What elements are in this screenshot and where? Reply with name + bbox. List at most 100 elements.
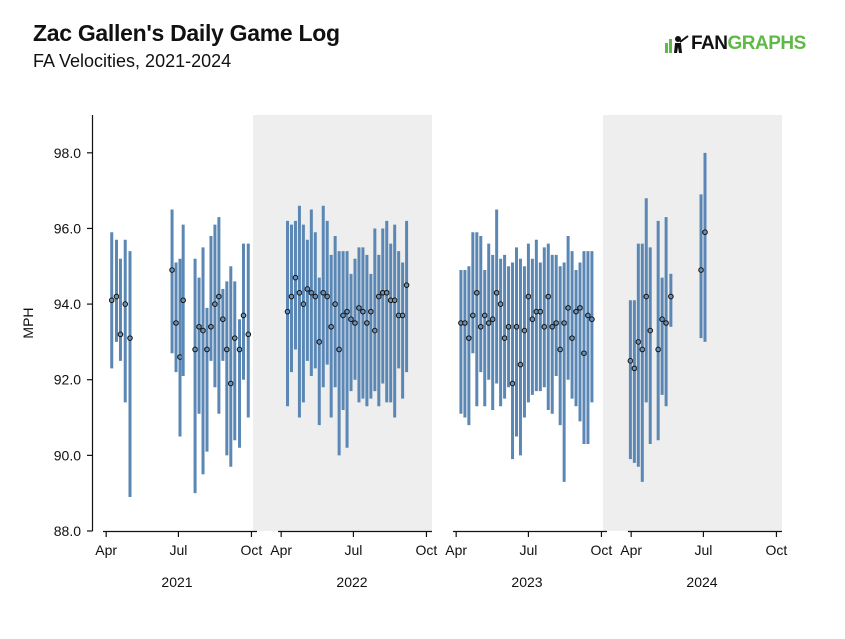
average-velocity-point (332, 301, 338, 307)
average-velocity-point (497, 301, 504, 307)
average-velocity-point (236, 346, 243, 353)
y-tick-label: 88.0 (54, 523, 81, 539)
x-tick-label: Oct (416, 542, 438, 558)
x-tick-label: Jul (694, 542, 712, 558)
average-velocity-point (228, 380, 234, 387)
fangraphs-logo: FAN GRAPHS (665, 33, 806, 55)
x-tick-label: Oct (766, 542, 788, 558)
x-tick-label: Jul (169, 542, 187, 558)
average-velocity-point (573, 308, 579, 315)
average-velocity-point (204, 346, 210, 353)
average-velocity-point (521, 327, 528, 334)
average-velocity-point (462, 320, 468, 326)
y-tick-label: 98.0 (54, 145, 81, 161)
average-velocity-point (312, 293, 319, 300)
average-velocity-point (231, 335, 238, 341)
average-velocity-point (192, 346, 198, 353)
average-velocity-point (485, 320, 492, 326)
average-velocity-point (200, 327, 206, 334)
average-velocity-point (655, 346, 661, 353)
average-velocity-point (585, 312, 591, 319)
average-velocity-point (316, 339, 323, 345)
average-velocity-point (565, 305, 571, 311)
x-tick-label: Jul (519, 542, 537, 558)
average-velocity-point (320, 289, 327, 296)
average-velocity-point (352, 320, 358, 326)
average-velocity-point (501, 335, 508, 341)
average-velocity-point (509, 380, 516, 387)
average-velocity-point (477, 323, 484, 330)
x-tick-label: Apr (270, 542, 292, 558)
average-velocity-point (300, 301, 307, 307)
average-velocity-point (360, 308, 366, 315)
batter-icon (665, 35, 689, 53)
average-velocity-point (529, 316, 536, 323)
average-velocity-point (173, 320, 179, 326)
y-tick-label: 92.0 (54, 372, 81, 388)
average-velocity-point (399, 312, 406, 319)
average-velocity-point (470, 312, 476, 319)
average-velocity-point (481, 312, 488, 319)
average-velocity-point (372, 327, 378, 334)
y-tick-label: 90.0 (54, 447, 81, 463)
average-velocity-point (403, 282, 410, 288)
average-velocity-point (589, 316, 595, 323)
average-velocity-point (466, 335, 472, 341)
average-velocity-point (577, 305, 583, 311)
average-velocity-point (340, 312, 346, 319)
average-velocity-point (245, 331, 252, 338)
average-velocity-point (348, 316, 354, 323)
average-velocity-point (474, 289, 480, 296)
average-velocity-point (177, 354, 183, 360)
average-velocity-point (698, 267, 704, 273)
average-velocity-point (643, 293, 650, 300)
average-velocity-point (296, 289, 303, 296)
average-velocity-point (391, 297, 398, 304)
average-velocity-point (292, 274, 299, 281)
average-velocity-point (549, 323, 556, 330)
average-velocity-point (517, 361, 524, 368)
chart-subtitle: FA Velocities, 2021-2024 (33, 51, 232, 71)
x-tick-label: Apr (95, 542, 117, 558)
panel-year-label: 2022 (336, 574, 367, 590)
average-velocity-point (631, 365, 638, 372)
x-tick-label: Jul (344, 542, 362, 558)
average-velocity-point (117, 331, 124, 338)
average-velocity-point (659, 316, 665, 323)
logo-text-graphs: GRAPHS (727, 33, 807, 54)
average-velocity-point (376, 293, 382, 300)
average-velocity-point (505, 323, 512, 330)
average-velocity-point (196, 323, 202, 330)
average-velocity-point (639, 346, 646, 353)
average-velocity-point (208, 323, 214, 330)
average-velocity-point (663, 320, 669, 326)
average-velocity-point (336, 346, 342, 353)
x-tick-label: Oct (241, 542, 263, 558)
y-tick-label: 94.0 (54, 296, 81, 312)
average-velocity-point (240, 312, 247, 319)
average-velocity-point (569, 335, 575, 341)
x-tick-label: Oct (591, 542, 613, 558)
average-velocity-point (108, 297, 115, 304)
average-velocity-point (364, 320, 370, 326)
average-velocity-point (553, 320, 559, 326)
average-velocity-point (668, 293, 674, 300)
average-velocity-point (288, 293, 295, 300)
average-velocity-point (324, 293, 331, 300)
average-velocity-point (122, 301, 129, 307)
average-velocity-point (581, 350, 587, 357)
average-velocity-point (557, 346, 563, 353)
panel-background-2024 (603, 115, 782, 531)
average-velocity-point (537, 308, 544, 315)
average-velocity-point (304, 286, 311, 292)
average-velocity-point (489, 316, 496, 323)
panel-year-label: 2021 (161, 574, 192, 590)
average-velocity-point (344, 308, 350, 315)
average-velocity-point (647, 327, 654, 334)
average-velocity-point (383, 289, 390, 296)
average-velocity-point (216, 293, 222, 300)
panel-year-label: 2024 (686, 574, 717, 590)
x-tick-label: Apr (620, 542, 642, 558)
average-velocity-point (545, 293, 552, 300)
average-velocity-point (224, 346, 230, 353)
